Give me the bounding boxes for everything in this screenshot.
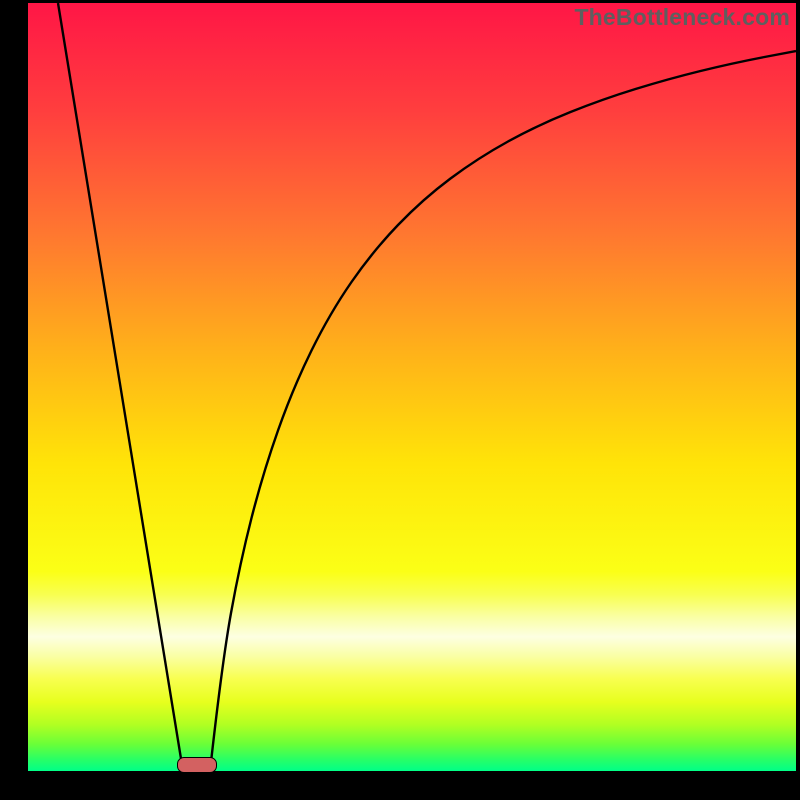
left-curve	[58, 3, 183, 771]
plot-area	[28, 3, 796, 771]
optimal-marker	[177, 757, 217, 773]
chart-container: TheBottleneck.com	[0, 0, 800, 800]
right-curve	[210, 51, 796, 771]
curve-layer	[28, 3, 796, 771]
watermark-label: TheBottleneck.com	[574, 4, 790, 31]
